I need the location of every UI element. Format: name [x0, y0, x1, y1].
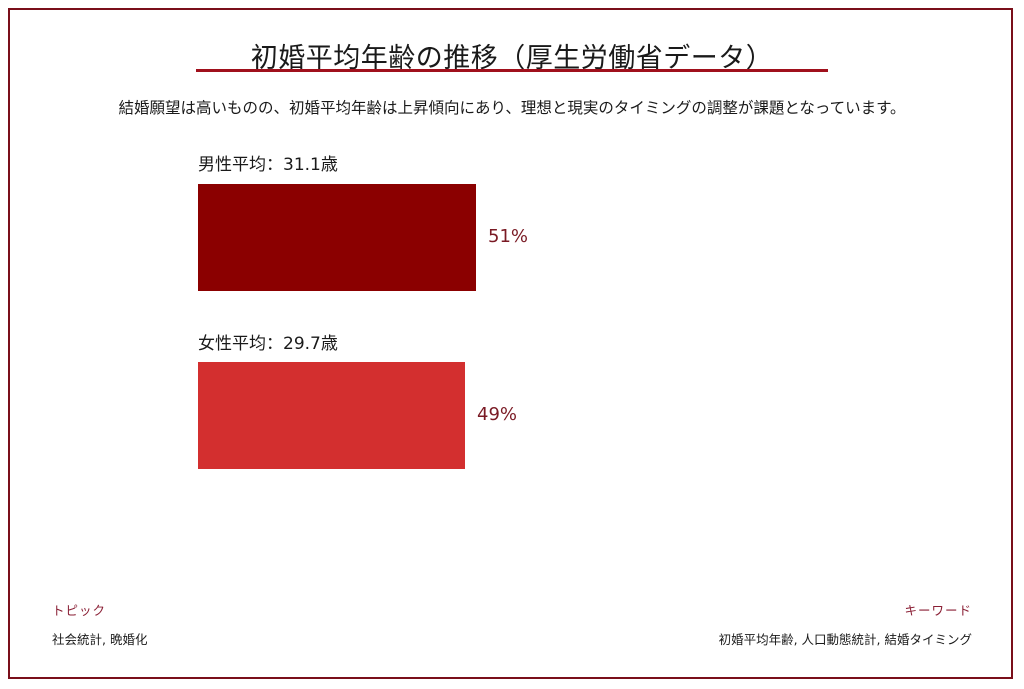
bar-male: [198, 184, 476, 291]
title-underline: [196, 69, 828, 72]
bar-label-male: 男性平均：31.1歳: [198, 155, 338, 175]
topic-value: 社会統計, 晩婚化: [52, 632, 148, 647]
bar-percent-female: 49%: [477, 404, 518, 425]
bar-female: [198, 362, 465, 469]
card-frame: [8, 8, 1013, 679]
page-subtitle: 結婚願望は高いものの、初婚平均年齢は上昇傾向にあり、理想と現実のタイミングの調整…: [118, 99, 906, 117]
keyword-value: 初婚平均年齢, 人口動態統計, 結婚タイミング: [718, 632, 972, 647]
bar-label-female: 女性平均：29.7歳: [198, 334, 338, 354]
keyword-heading: キーワード: [904, 603, 972, 618]
page-title: 初婚平均年齢の推移（厚生労働省データ）: [250, 43, 774, 74]
bar-percent-male: 51%: [488, 226, 529, 247]
topic-heading: トピック: [52, 603, 107, 618]
